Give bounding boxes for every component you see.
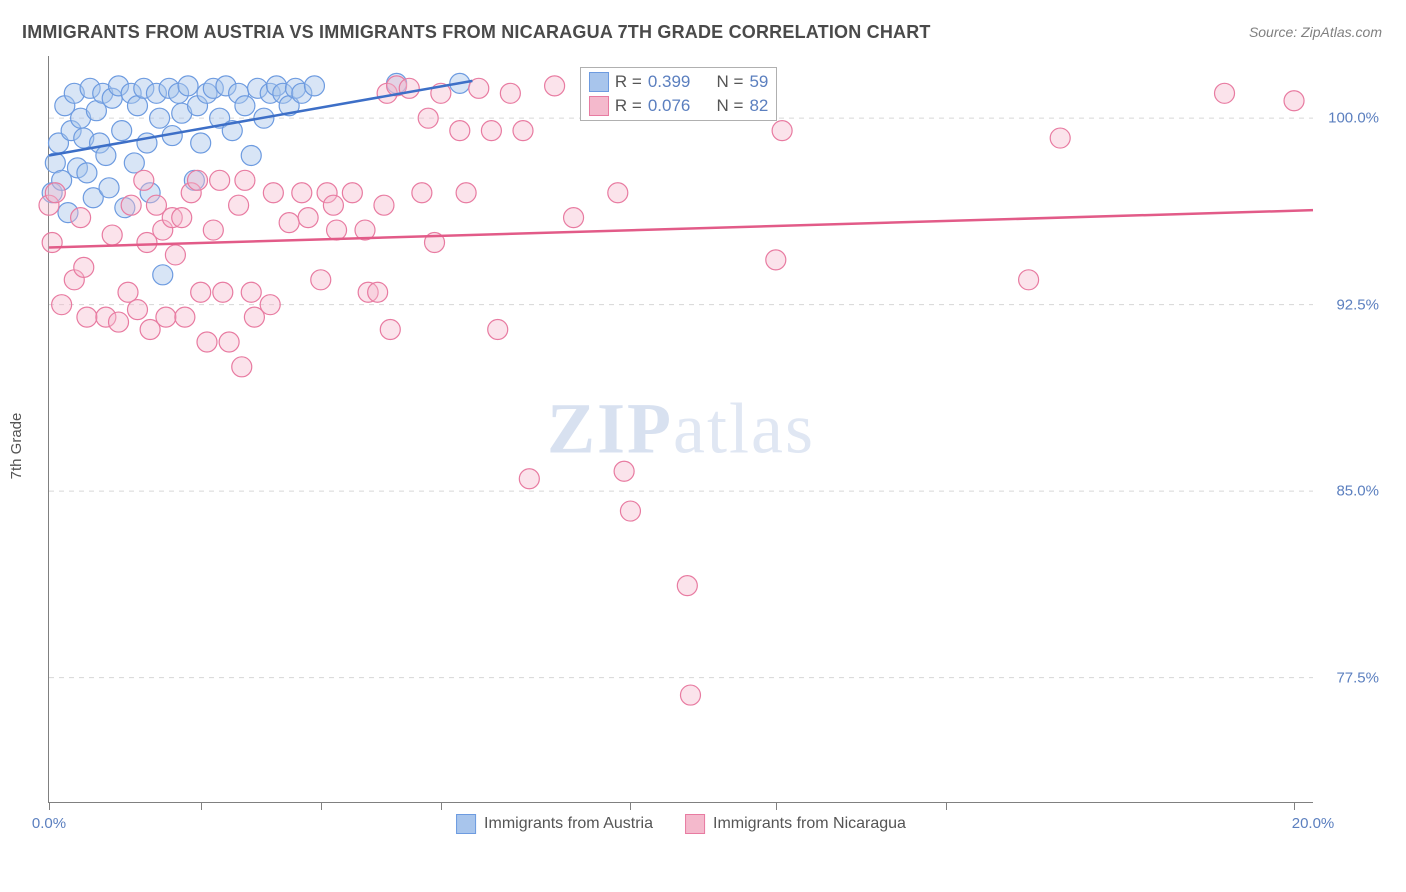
x-tick xyxy=(201,802,202,810)
source-label: Source: ZipAtlas.com xyxy=(1249,24,1382,40)
x-tick xyxy=(49,802,50,810)
correlation-legend: R = 0.399 N = 59 R = 0.076 N = 82 xyxy=(580,67,778,121)
x-tick xyxy=(1294,802,1295,810)
plot-area: ZIPatlas R = 0.399 N = 59R = 0.076 N = 8… xyxy=(48,56,1313,803)
legend-swatch xyxy=(589,72,609,92)
trend-layer xyxy=(49,56,1313,802)
chart-title: IMMIGRANTS FROM AUSTRIA VS IMMIGRANTS FR… xyxy=(22,22,931,43)
legend-label: Immigrants from Austria xyxy=(484,815,653,833)
x-tick-label: 20.0% xyxy=(1292,815,1335,832)
legend-item: Immigrants from Austria xyxy=(456,814,653,834)
y-tick-label: 92.5% xyxy=(1336,296,1379,313)
legend-item: Immigrants from Nicaragua xyxy=(685,814,906,834)
legend-row: R = 0.076 N = 82 xyxy=(589,96,769,116)
x-tick xyxy=(321,802,322,810)
series-legend: Immigrants from Austria Immigrants from N… xyxy=(456,814,906,834)
legend-swatch xyxy=(456,814,476,834)
legend-row: R = 0.399 N = 59 xyxy=(589,72,769,92)
y-tick-label: 85.0% xyxy=(1336,483,1379,500)
x-tick xyxy=(776,802,777,810)
legend-label: Immigrants from Nicaragua xyxy=(713,815,906,833)
x-tick xyxy=(630,802,631,810)
x-tick xyxy=(946,802,947,810)
legend-swatch xyxy=(685,814,705,834)
legend-swatch xyxy=(589,96,609,116)
y-axis-label: 7th Grade xyxy=(8,413,25,480)
y-tick-label: 100.0% xyxy=(1328,110,1379,127)
x-tick xyxy=(441,802,442,810)
x-tick-label: 0.0% xyxy=(32,815,66,832)
y-tick-label: 77.5% xyxy=(1336,669,1379,686)
